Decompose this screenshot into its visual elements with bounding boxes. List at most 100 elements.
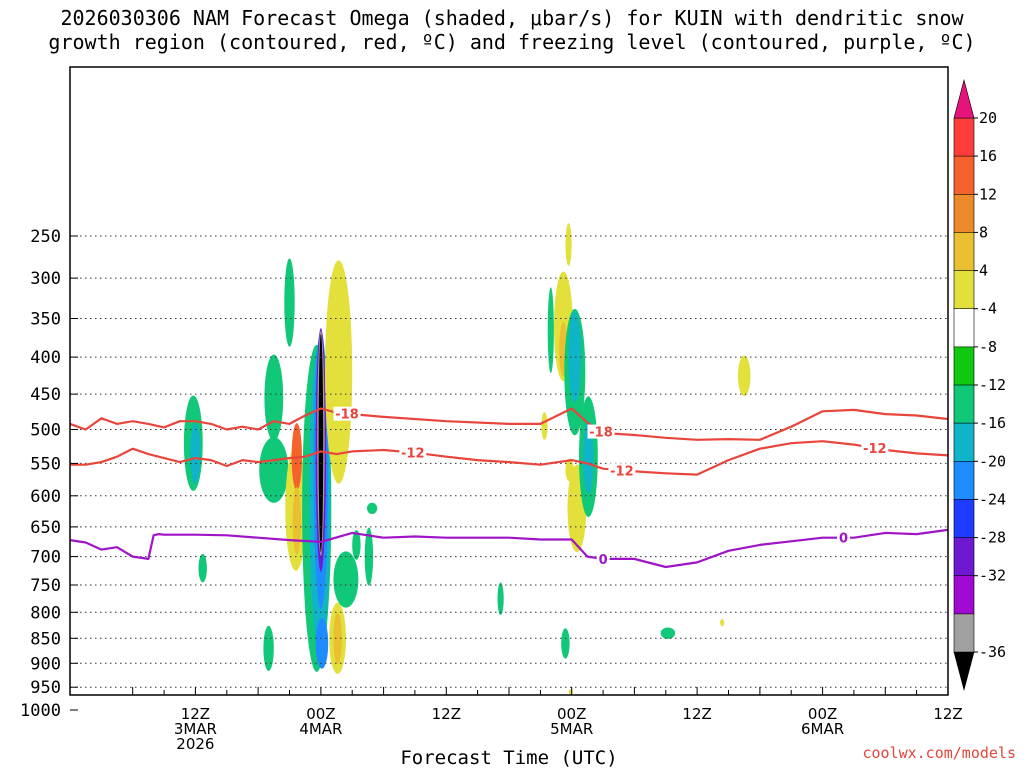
omega-cell-24 (547, 287, 554, 374)
omega-cell-22 (364, 527, 374, 586)
y-tick-label-550: 550 (30, 454, 61, 474)
colorbar-label-6: -8 (979, 338, 997, 356)
omega-cell-5 (263, 625, 274, 672)
colorbar-box-11 (953, 537, 975, 577)
omega-cell-15 (318, 333, 324, 553)
colorbar-box-13 (953, 613, 975, 653)
colorbar-box-3 (953, 232, 975, 272)
x-tick-label-42-0: 00Z (557, 705, 586, 723)
contour-label-0-1: -18 (589, 426, 613, 441)
x-tick-label-30-0: 12Z (432, 705, 461, 723)
omega-cell-39 (720, 619, 725, 627)
y-tick-label-350: 350 (30, 310, 61, 330)
y-tick-label-800: 800 (30, 603, 61, 623)
contour-label-2-0: 0 (599, 553, 608, 568)
contour-label-0-0: -18 (335, 408, 359, 423)
contour-label-bg-1-2 (861, 441, 889, 456)
omega-cell-35 (561, 628, 570, 659)
colorbar-box-1 (953, 155, 975, 196)
omega-cell-40 (660, 627, 676, 639)
colorbar-label-12: -32 (979, 567, 1006, 585)
x-tick-label-54-0: 12Z (682, 705, 711, 723)
chart-title-line-2: growth region (contoured, red, ºC) and f… (48, 30, 976, 54)
colorbar-label-5: -4 (979, 300, 997, 318)
colorbar-label-4: 4 (979, 262, 988, 280)
plot-area: -18 -18 -12 -12 -12 0 0 (70, 223, 948, 695)
omega-cell-9 (292, 487, 301, 555)
y-tick-label-900: 900 (30, 654, 61, 674)
contour-label-2-1: 0 (839, 532, 848, 547)
contour-label-bg-1-0 (399, 445, 427, 460)
colorbar-box-9 (953, 460, 975, 501)
x-tick-label-6-0: 12Z (181, 705, 210, 723)
x-tick-label-42-1: 5MAR (550, 720, 593, 738)
chart-title-line-1: 2026030306 NAM Forecast Omega (shaded, μ… (60, 6, 964, 30)
colorbar-top-arrow (953, 78, 975, 119)
colorbar-box-12 (953, 575, 975, 615)
omega-cell-2 (198, 553, 207, 583)
omega-cell-6 (284, 258, 295, 347)
colorbar-label-3: 8 (979, 223, 988, 241)
y-tick-label-450: 450 (30, 385, 61, 405)
y-tick-label-500: 500 (30, 421, 61, 441)
x-tick-label-6-1: 3MAR (174, 720, 217, 738)
omega-cell-17 (325, 260, 353, 484)
x-axis-label: Forecast Time (UTC) (400, 747, 617, 768)
colorbar-label-8: -16 (979, 414, 1006, 432)
omega-cell-28 (565, 223, 572, 266)
omega-cell-1 (190, 423, 201, 484)
y-tick-label-650: 650 (30, 518, 61, 538)
omega-cell-32 (565, 458, 574, 482)
contour-label-1-2: -12 (863, 442, 887, 457)
colorbar-label-10: -24 (979, 490, 1006, 508)
contour-freezing_level-2 (70, 528, 948, 569)
omega-cell-20 (333, 551, 359, 608)
y-tick-label-1000: 1000 (20, 701, 61, 721)
y-tick-label-300: 300 (30, 269, 61, 289)
omega-cell-23 (366, 502, 378, 514)
contour-label-bg-2-1 (837, 530, 850, 545)
contour-label-bg-0-1 (587, 424, 615, 439)
contour-label-bg-1-1 (608, 463, 636, 478)
y-tick-label-400: 400 (30, 348, 61, 368)
y-tick-label-700: 700 (30, 548, 61, 568)
x-tick-label-66-0: 00Z (808, 705, 837, 723)
colorbar-label-2: 12 (979, 185, 997, 203)
x-tick-label-6-2: 2026 (176, 735, 214, 753)
omega-cell-37 (497, 582, 504, 616)
colorbar-box-0 (953, 117, 975, 157)
omega-cell-25 (541, 412, 548, 440)
colorbar-box-7 (953, 384, 975, 424)
y-tick-label-850: 850 (30, 629, 61, 649)
omega-cell-21 (352, 530, 361, 560)
x-tick-label-18-0: 00Z (306, 705, 335, 723)
colorbar-label-0: 20 (979, 109, 997, 127)
colorbar-label-11: -28 (979, 529, 1006, 547)
colorbar-label-13: -36 (979, 643, 1006, 661)
contour-label-1-0: -12 (401, 447, 425, 462)
omega-cell-4 (259, 437, 289, 503)
colorbar-bottom-arrow (953, 651, 975, 692)
omega-cell-30 (568, 311, 582, 403)
colorbar-box-10 (953, 499, 975, 539)
contour-label-1-1: -12 (610, 464, 634, 479)
x-tick-label-18-1: 4MAR (299, 720, 342, 738)
contour-label-bg-2-0 (596, 551, 610, 566)
colorbar-box-6 (953, 346, 975, 386)
omega-cell-38 (737, 355, 751, 397)
colorbar-box-4 (953, 270, 975, 310)
y-tick-label-250: 250 (30, 227, 61, 247)
y-tick-label-950: 950 (30, 678, 61, 698)
colorbar-box-8 (953, 422, 975, 463)
omega-cell-19 (333, 612, 342, 664)
y-tick-label-750: 750 (30, 576, 61, 596)
colorbar-label-7: -12 (979, 376, 1006, 394)
credit-link[interactable]: coolwx.com/models (862, 744, 1016, 762)
x-tick-label-66-1: 6MAR (801, 720, 844, 738)
colorbar-label-1: 16 (979, 147, 997, 165)
plot-frame (69, 66, 949, 696)
x-tick-label-78-0: 12Z (933, 705, 962, 723)
y-tick-label-600: 600 (30, 487, 61, 507)
omega-cell-3 (264, 354, 284, 441)
